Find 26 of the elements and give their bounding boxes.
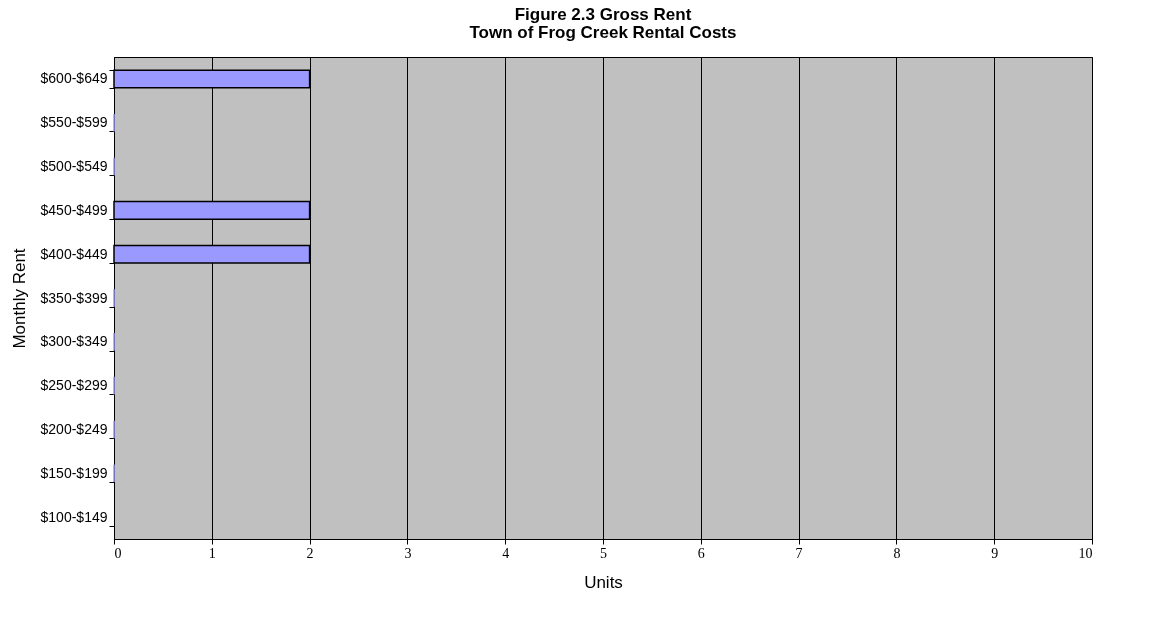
y-tick-label: $600-$649 <box>40 70 108 87</box>
chart-title: Figure 2.3 Gross Rent <box>514 5 692 24</box>
y-tick-label: $350-$399 <box>40 289 108 306</box>
x-tick-label: 6 <box>697 545 705 561</box>
x-tick-label: 9 <box>991 545 999 561</box>
x-tick-label: 8 <box>893 545 901 561</box>
x-tick-label: 7 <box>795 545 803 561</box>
chart-subtitle: Town of Frog Creek Rental Costs <box>469 23 737 42</box>
y-tick-label: $400-$449 <box>40 245 108 262</box>
y-tick-label: $450-$499 <box>40 201 108 218</box>
x-tick-label: 10 <box>1078 545 1093 561</box>
y-tick-label: $250-$299 <box>40 377 108 394</box>
y-tick-label: $150-$199 <box>40 464 108 481</box>
y-tick-label: $550-$599 <box>40 114 108 131</box>
y-tick-label: $500-$549 <box>40 158 108 175</box>
y-tick-label: $300-$349 <box>40 333 108 350</box>
x-axis-title: Units <box>584 572 623 592</box>
y-tick-label: $200-$249 <box>40 420 108 437</box>
y-tick-label: $100-$149 <box>40 508 108 525</box>
x-tick-label: 1 <box>208 545 216 561</box>
x-tick-label: 4 <box>502 545 510 561</box>
x-tick-label: 2 <box>306 545 314 561</box>
x-tick-label: 0 <box>114 545 122 561</box>
x-tick-label: 5 <box>600 545 607 561</box>
x-tick-label: 3 <box>404 545 412 561</box>
y-axis-title: Monthly Rent <box>9 248 29 349</box>
